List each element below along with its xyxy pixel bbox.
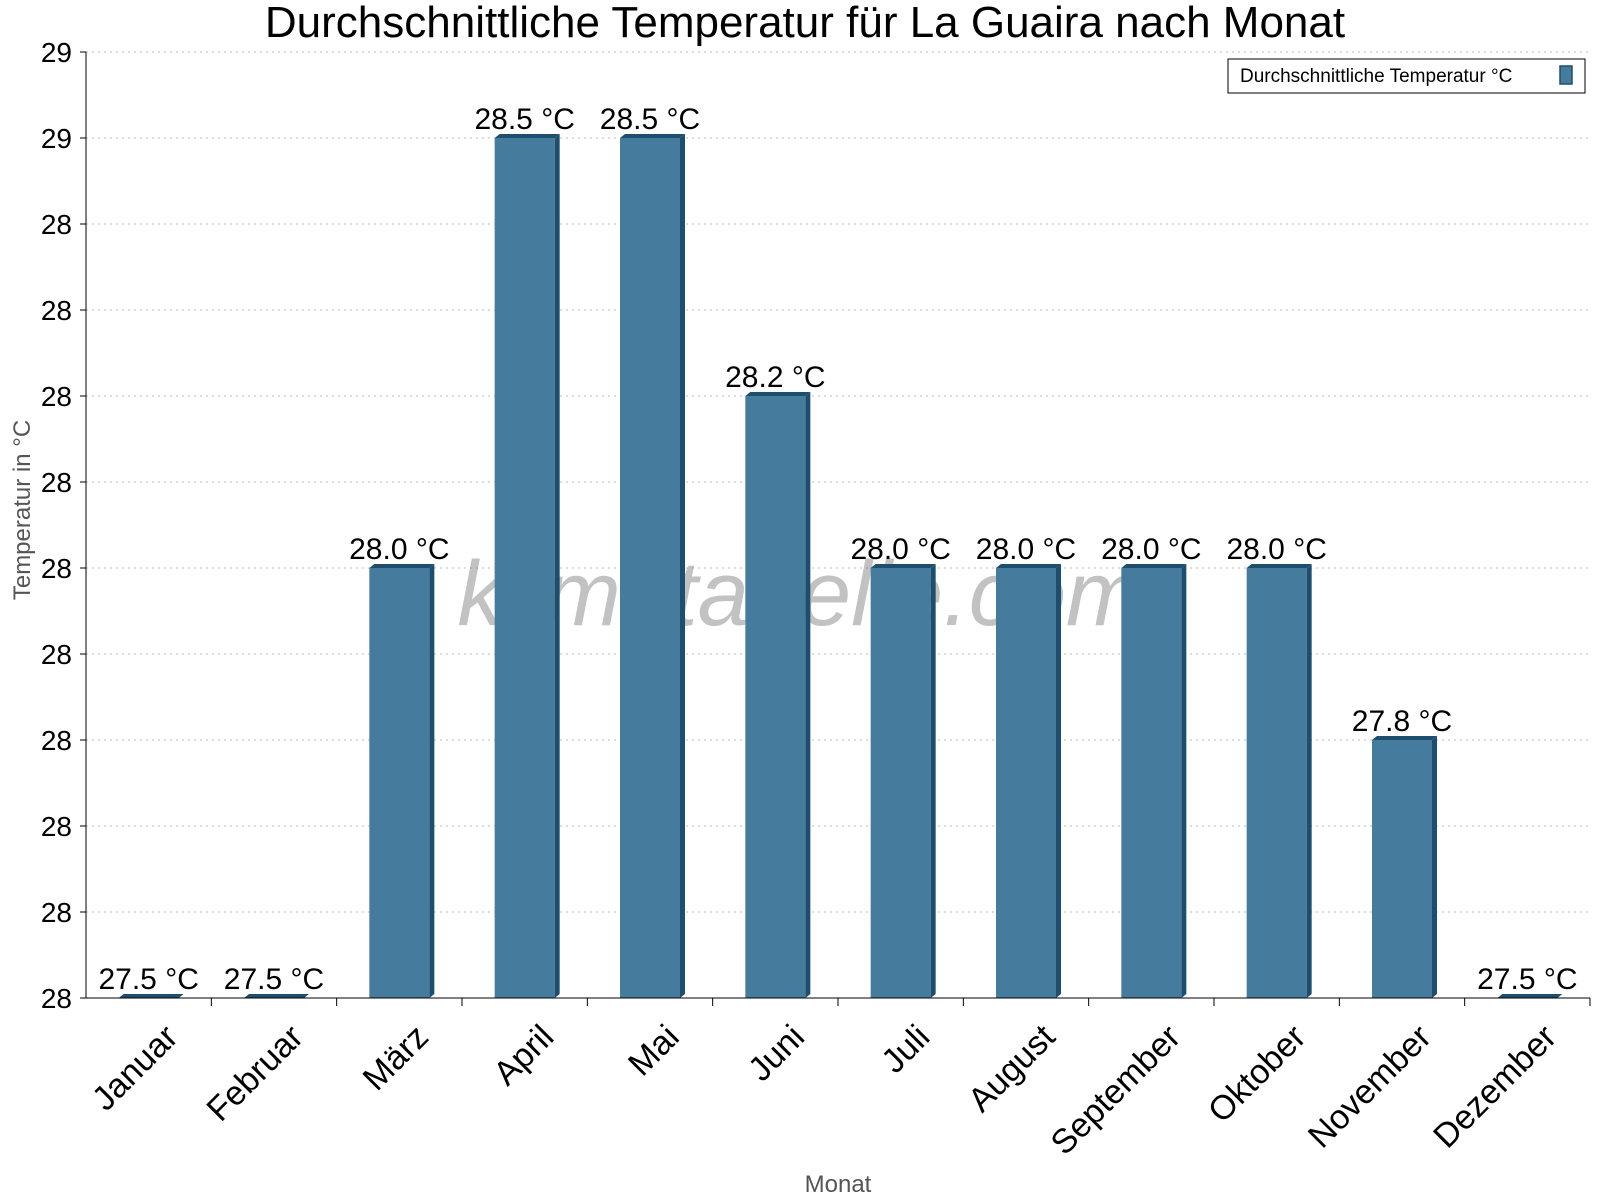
legend-label: Durchschnittliche Temperatur °C [1240,66,1512,87]
y-tick-label: 28 [41,725,72,756]
data-label: 28.0 °C [1226,533,1326,566]
x-tick-label: März [356,1018,436,1098]
x-tick-label: November [1301,1018,1439,1156]
legend: Durchschnittliche Temperatur °C [1227,58,1586,94]
bar-side [805,392,811,998]
bar-top [369,564,435,568]
x-tick-label: Februar [200,1018,311,1129]
bar [1497,994,1563,998]
y-tick-label: 29 [41,123,72,154]
bar-side [1432,736,1437,998]
x-tick-label: Januar [85,1018,185,1118]
bar-side [930,564,936,998]
bar-face [870,568,931,998]
bar [870,564,936,998]
y-tick-label: 28 [41,897,72,928]
bar-face [494,138,555,998]
y-tick-label: 28 [41,639,72,670]
bar [1246,564,1312,998]
y-tick-label: 28 [41,467,72,498]
bar [494,134,560,998]
bar-top [620,134,685,138]
bar [620,134,685,998]
bar-top [1121,564,1187,568]
bar-face [996,568,1056,998]
bar-side [1056,564,1061,998]
bar-face [1121,568,1182,998]
y-axis-label: Temperatur in °C [9,420,36,600]
bar-top [118,994,184,998]
bar-top [494,134,560,138]
y-tick-label: 28 [41,983,72,1014]
bar-top [996,564,1061,568]
y-tick-label: 28 [41,553,72,584]
bars [118,134,1563,998]
bar-side [680,134,685,998]
y-tick-label: 28 [41,295,72,326]
bar-side [1306,564,1312,998]
x-tick-label: Juni [741,1018,812,1089]
legend-box [1227,58,1586,94]
bar-top [1246,564,1312,568]
bar-face [369,568,430,998]
x-tick-label: Oktober [1201,1018,1313,1130]
y-tick-label: 28 [41,811,72,842]
bar-side [554,134,560,998]
data-label: 28.2 °C [725,361,825,394]
data-label: 27.8 °C [1352,705,1452,738]
bar [1372,736,1437,998]
grid [86,51,1590,999]
x-tick-label: Juli [874,1018,937,1081]
data-label: 28.0 °C [349,533,449,566]
bar-face [745,396,806,998]
y-tick-label: 29 [41,37,72,68]
data-label: 28.0 °C [976,533,1076,566]
x-tick-label: Mai [621,1018,687,1084]
bar-face [620,138,680,998]
data-label: 28.0 °C [1101,533,1201,566]
x-tick-label: August [961,1017,1063,1119]
x-tick-label: September [1043,1018,1187,1162]
bar-side [429,564,435,998]
data-label: 27.5 °C [224,963,324,996]
y-tick-label: 28 [41,209,72,240]
data-labels: 27.5 °C 27.5 °C 28.0 °C 28.5 °C 28.5 °C 28.2 … [98,103,1577,996]
bar-face [1372,740,1432,998]
bar [118,994,184,998]
data-label: 28.0 °C [850,533,950,566]
data-label: 27.5 °C [98,963,198,996]
bar [1121,564,1187,998]
data-label: 28.5 °C [474,103,574,136]
bar-top [244,994,309,998]
data-label: 28.5 °C [600,103,700,136]
x-tick-label: Dezember [1426,1018,1564,1156]
bar-face [1246,568,1307,998]
x-tick-label: April [486,1018,561,1093]
x-axis-label: Monat [805,1171,872,1198]
data-label: 27.5 °C [1477,963,1577,996]
bar-top [870,564,936,568]
bar [369,564,435,998]
chart-title: Durchschnittliche Temperatur für La Guai… [265,0,1345,47]
bar-side [1181,564,1187,998]
bar [244,994,309,998]
legend-swatch [1559,65,1573,85]
bar-top [745,392,811,396]
bar-top [1372,736,1437,740]
bar [996,564,1061,998]
y-tick-label: 28 [41,381,72,412]
bar-top [1497,994,1563,998]
bar [745,392,811,998]
